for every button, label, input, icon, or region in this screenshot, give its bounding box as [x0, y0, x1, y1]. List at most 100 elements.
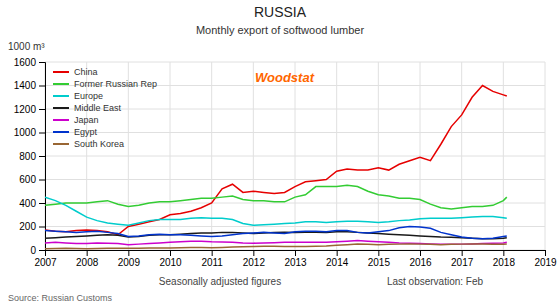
legend-swatch [53, 83, 69, 85]
x-tick-mark [378, 250, 379, 256]
y-tick-mark [39, 133, 45, 134]
legend-swatch [53, 143, 69, 145]
x-tick: 2009 [118, 250, 141, 268]
grid-line-x [128, 62, 129, 250]
x-tick: 2017 [451, 250, 474, 268]
y-tick-label: 200 [19, 221, 36, 232]
legend-item: Europe [53, 91, 103, 101]
y-tick-mark [39, 227, 45, 228]
legend-swatch [53, 71, 69, 73]
series-line [45, 86, 507, 235]
legend: China Former Russian Rep Europe Middle East… [53, 67, 157, 149]
legend-label: Former Russian Rep [74, 79, 157, 89]
x-tick-mark [128, 250, 129, 256]
annotation: Last observation: Feb [387, 276, 484, 287]
y-tick-mark [39, 156, 45, 157]
x-tick: 2011 [201, 250, 223, 268]
y-axis-line [39, 63, 46, 251]
legend-label: Europe [74, 91, 103, 101]
x-tick-label: 2011 [201, 257, 223, 268]
y-tick-label: 1200 [14, 104, 37, 115]
annotation: Woodstat [255, 70, 315, 85]
y-tick-mark [39, 180, 45, 181]
x-tick: 2007 [34, 250, 57, 268]
x-tick-mark [87, 250, 88, 256]
y-tick: 800 [19, 151, 45, 162]
y-tick: 1200 [14, 104, 45, 115]
x-tick-label: 2008 [76, 257, 99, 268]
legend-item: Egypt [53, 127, 98, 137]
x-axis: 2007 2008 2009 2010 2011 2012 2013 2014 2015 2016… [34, 250, 557, 268]
y-tick: 0 [30, 245, 45, 256]
x-tick-label: 2015 [368, 257, 391, 268]
y-tick-mark [39, 62, 45, 63]
legend-label: South Korea [74, 139, 124, 149]
subtitle: Monthly export of softwood lumber [196, 24, 364, 36]
legend-item: Middle East [53, 103, 122, 113]
x-tick-label: 2007 [34, 257, 57, 268]
legend-swatch [53, 95, 69, 97]
plot-area [45, 86, 507, 249]
series-line [45, 185, 507, 209]
grid-line-x [420, 62, 421, 250]
x-tick-label: 2010 [159, 257, 182, 268]
y-axis-label: 1000 m³ [8, 41, 45, 52]
x-tick-label: 2009 [118, 257, 141, 268]
y-tick-label: 0 [30, 245, 36, 256]
legend-swatch [53, 119, 69, 121]
y-tick: 1000 [14, 127, 45, 138]
legend-label: Middle East [74, 103, 122, 113]
x-tick-mark [295, 250, 296, 256]
legend-swatch [53, 107, 69, 109]
grid-line-x [211, 62, 212, 250]
grid-line-x [503, 62, 504, 250]
y-tick-label: 600 [19, 174, 36, 185]
annotation: Seasonally adjusted figures [159, 276, 281, 287]
y-tick-label: 1400 [14, 80, 37, 91]
y-tick-mark [39, 86, 45, 87]
x-axis-line [46, 251, 546, 257]
x-tick: 2019 [534, 250, 557, 268]
x-tick-mark [212, 250, 213, 256]
annotation: Source: Russian Customs [8, 293, 113, 303]
x-tick: 2008 [76, 250, 99, 268]
x-tick-mark [170, 250, 171, 256]
x-tick-mark [503, 250, 504, 256]
x-tick: 2015 [368, 250, 391, 268]
x-tick: 2013 [284, 250, 307, 268]
grid-line-x [545, 62, 546, 250]
x-tick-label: 2012 [243, 257, 266, 268]
y-tick-mark [39, 203, 45, 204]
y-tick-label: 400 [19, 198, 36, 209]
y-tick-label: 1600 [14, 57, 37, 68]
legend-label: China [74, 67, 98, 77]
legend-label: Egypt [74, 127, 98, 137]
y-tick: 1600 [14, 57, 45, 68]
x-tick: 2018 [493, 250, 516, 268]
grid-line-x [295, 62, 296, 250]
legend-item: Former Russian Rep [53, 79, 157, 89]
x-tick-label: 2016 [409, 257, 432, 268]
x-tick-mark [545, 250, 546, 256]
legend-label: Japan [74, 115, 99, 125]
x-tick: 2012 [243, 250, 266, 268]
y-tick-label: 1000 [14, 127, 37, 138]
y-tick-mark [39, 250, 45, 251]
y-tick: 200 [19, 221, 45, 232]
x-tick-label: 2018 [493, 257, 516, 268]
legend-item: China [53, 67, 98, 77]
y-tick-label: 800 [19, 151, 36, 162]
series-line [45, 244, 507, 249]
legend-item: Japan [53, 115, 99, 125]
x-tick: 2014 [326, 250, 349, 268]
x-tick-label: 2017 [451, 257, 474, 268]
chart: RUSSIAMonthly export of softwood lumber1… [0, 0, 560, 307]
grid-line-x [170, 62, 171, 250]
y-tick: 600 [19, 174, 45, 185]
x-tick-label: 2019 [534, 257, 557, 268]
x-tick-label: 2014 [326, 257, 349, 268]
legend-swatch [53, 131, 69, 133]
series-line [45, 197, 507, 225]
x-tick: 2016 [409, 250, 432, 268]
series-line [45, 227, 507, 239]
